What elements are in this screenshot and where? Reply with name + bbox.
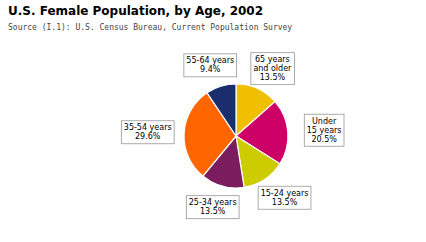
category-label: 55-64 years xyxy=(186,56,234,65)
data-label: 13.5% xyxy=(272,198,298,207)
label-box xyxy=(186,196,239,219)
subtitle: Source (I.1): U.S. Census Bureau, Curren… xyxy=(8,23,292,32)
chart: U.S. Female Population, by Age, 2002 Sour… xyxy=(0,0,426,242)
label-box xyxy=(251,53,295,85)
label-box xyxy=(258,186,311,209)
slice-label: 15-24 years13.5% xyxy=(258,186,311,209)
data-label: 13.5% xyxy=(200,207,226,216)
slice-label: 25-34 years13.5% xyxy=(186,196,239,219)
labels: 65 yearsand older13.5%Under15 years20.5%… xyxy=(121,53,344,219)
category-label: 35-54 years xyxy=(124,123,172,132)
title: U.S. Female Population, by Age, 2002 xyxy=(8,4,263,18)
label-box xyxy=(304,114,344,146)
slice-label: 35-54 years29.6% xyxy=(121,121,174,144)
pie-slice xyxy=(207,84,236,136)
chart-container: U.S. Female Population, by Age, 2002 Sour… xyxy=(0,0,426,242)
data-label: 29.6% xyxy=(135,132,161,141)
pie xyxy=(184,84,288,188)
data-label: 13.5% xyxy=(260,73,286,82)
label-box xyxy=(184,54,237,77)
slice-label: 65 yearsand older13.5% xyxy=(251,53,295,85)
data-label: 9.4% xyxy=(200,65,221,74)
category-label: 25-34 years xyxy=(189,198,237,207)
data-label: 20.5% xyxy=(311,135,337,144)
category-label: Under15 years xyxy=(307,117,342,135)
slice-label: Under15 years20.5% xyxy=(304,114,344,146)
category-label: 65 yearsand older xyxy=(253,55,292,73)
slice-label: 55-64 years9.4% xyxy=(184,54,237,77)
category-label: 15-24 years xyxy=(261,189,309,198)
label-box xyxy=(121,121,174,144)
